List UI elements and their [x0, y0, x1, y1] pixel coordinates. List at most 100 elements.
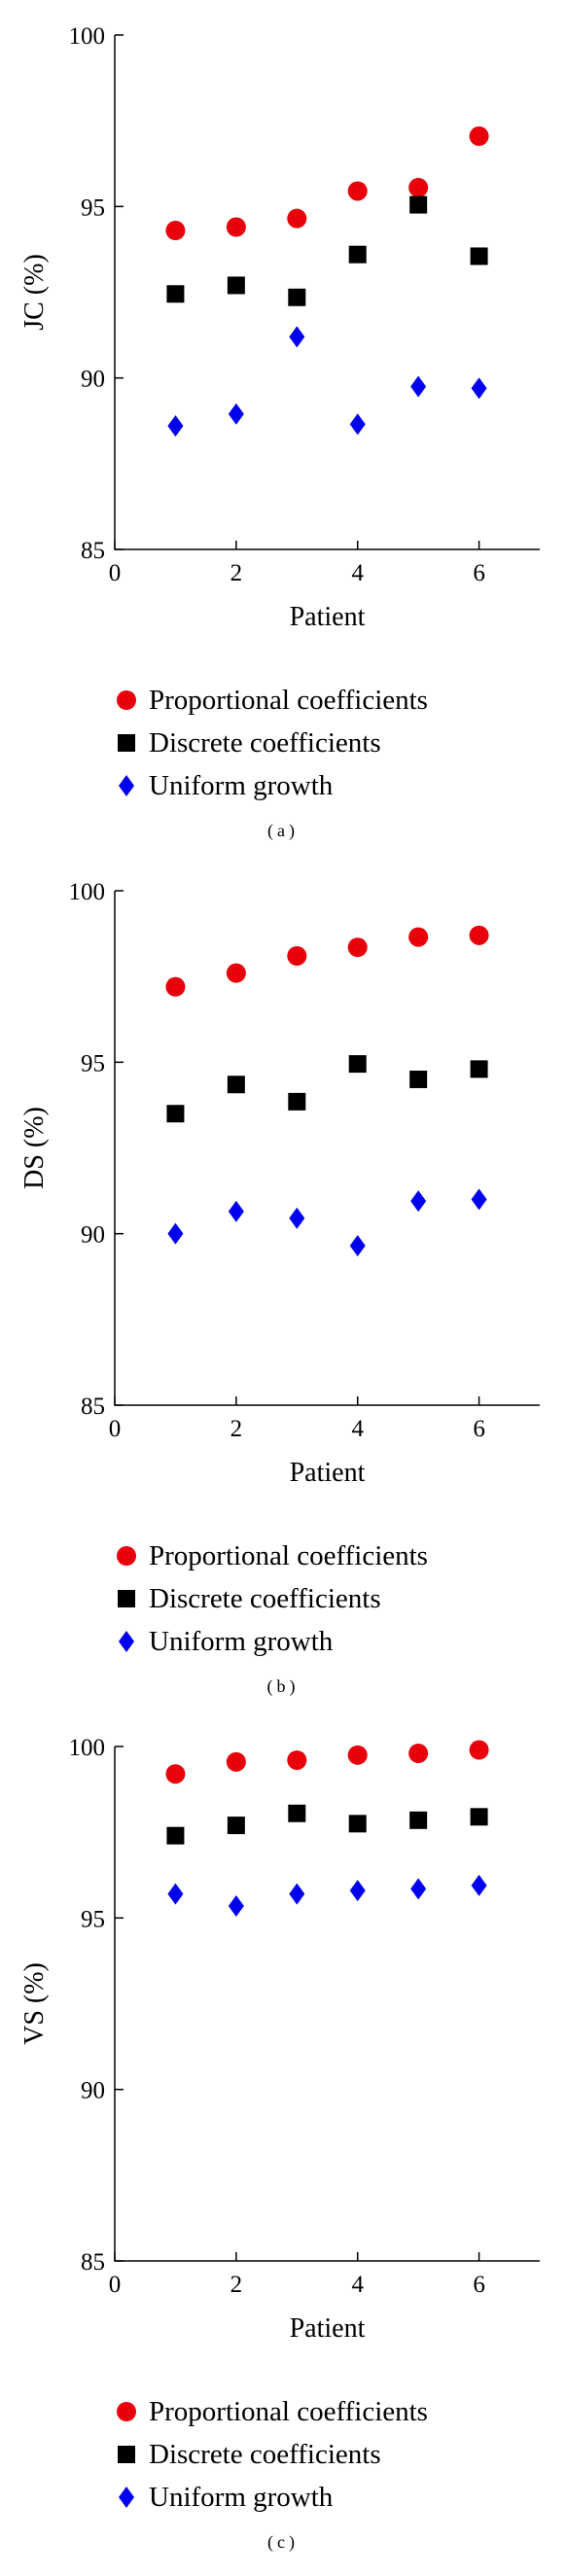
chart-b-point-uniform-growth-1 — [167, 1222, 184, 1245]
chart-b-y-tick-label: 100 — [69, 879, 106, 905]
chart-b-axes — [114, 891, 540, 1406]
chart-b-point-discrete-coefficients-1 — [166, 1105, 185, 1123]
chart-b-point-proportional-coefficients-6 — [469, 925, 489, 945]
chart-a-legend-label-discrete-coefficients: Discrete coefficients — [149, 727, 381, 759]
chart-c-series-discrete-coefficients — [166, 1804, 488, 1845]
chart-b-series-discrete-coefficients — [166, 1055, 488, 1123]
chart-c-legend-label-uniform-growth: Uniform growth — [149, 2482, 334, 2513]
chart-c-x-tick-label: 6 — [473, 2272, 485, 2298]
chart-panel-c: 85 90 95 100 0 2 4 6 Patient VS (%) Proportional c… — [0, 1711, 567, 2576]
chart-c-point-discrete-coefficients-1 — [166, 1826, 185, 1845]
chart-a-legend-marker-uniform-growth — [119, 775, 134, 796]
chart-a-legend-marker-discrete-coefficients — [118, 734, 135, 752]
chart-b-point-discrete-coefficients-6 — [470, 1060, 488, 1078]
chart-a-x-axis-label: Patient — [290, 602, 366, 632]
chart-b-point-proportional-coefficients-4 — [347, 937, 368, 958]
chart-c-legend-marker-proportional-coefficients — [117, 2402, 136, 2421]
chart-c-point-proportional-coefficients-2 — [226, 1751, 246, 1772]
chart-a-y-tick-label: 90 — [81, 367, 105, 393]
chart-b-x-tick-label: 6 — [473, 1416, 485, 1442]
chart-c-point-proportional-coefficients-6 — [469, 1740, 489, 1760]
chart-c-series-uniform-growth — [167, 1874, 487, 1917]
chart-b-y-axis-label: DS (%) — [19, 1107, 50, 1189]
chart-c-point-discrete-coefficients-3 — [288, 1804, 306, 1822]
chart-a-point-uniform-growth-2 — [228, 403, 244, 425]
chart-b-point-proportional-coefficients-5 — [408, 927, 429, 947]
chart-c-point-discrete-coefficients-6 — [470, 1808, 488, 1826]
chart-c-legend-marker-uniform-growth — [119, 2487, 134, 2508]
chart-a-y-tick-label: 95 — [81, 194, 105, 221]
chart-panel-b: 85 90 95 100 0 2 4 6 Patient DS (%) Proportional c… — [0, 856, 567, 1711]
chart-b-point-proportional-coefficients-3 — [287, 946, 307, 967]
chart-c-point-uniform-growth-5 — [410, 1878, 427, 1900]
chart-b-y-tick-label: 85 — [81, 1394, 105, 1420]
chart-a-legend-label-proportional-coefficients: Proportional coefficients — [149, 685, 428, 716]
chart-a-point-proportional-coefficients-5 — [408, 177, 429, 197]
chart-b-x-tick-label: 0 — [109, 1416, 122, 1442]
chart-a-point-discrete-coefficients-3 — [288, 288, 306, 306]
chart-b-point-discrete-coefficients-3 — [288, 1092, 306, 1111]
chart-a-point-proportional-coefficients-2 — [226, 217, 246, 237]
chart-a-series-proportional-coefficients — [165, 126, 489, 241]
chart-a-series-discrete-coefficients — [166, 195, 488, 306]
chart-c-point-proportional-coefficients-3 — [287, 1750, 307, 1771]
chart-c-y-tick-label: 100 — [69, 1735, 106, 1761]
chart-c-point-uniform-growth-1 — [167, 1883, 184, 1905]
chart-a-point-uniform-growth-1 — [167, 415, 184, 438]
chart-a-x-tick-label: 2 — [230, 560, 243, 586]
chart-a-point-uniform-growth-3 — [289, 326, 305, 348]
chart-a-panel-label: (a) — [267, 821, 299, 841]
chart-b-point-uniform-growth-5 — [410, 1190, 427, 1213]
chart-b-point-discrete-coefficients-5 — [409, 1070, 428, 1088]
chart-c-legend-label-proportional-coefficients: Proportional coefficients — [149, 2396, 428, 2427]
chart-c-point-uniform-growth-3 — [289, 1883, 305, 1905]
chart-b-legend-marker-discrete-coefficients — [118, 1590, 135, 1607]
chart-a-point-discrete-coefficients-1 — [166, 285, 185, 303]
chart-c-legend-label-discrete-coefficients: Discrete coefficients — [149, 2439, 381, 2470]
chart-c-x-tick-label: 4 — [351, 2272, 364, 2298]
chart-c-legend-marker-discrete-coefficients — [118, 2446, 135, 2463]
chart-c-y-axis-label: VS (%) — [19, 1962, 50, 2045]
chart-c-x-axis-label: Patient — [290, 2313, 366, 2344]
chart-a-point-proportional-coefficients-1 — [165, 221, 186, 241]
chart-c-point-proportional-coefficients-1 — [165, 1764, 186, 1784]
chart-b-point-uniform-growth-6 — [471, 1188, 487, 1211]
chart-c-x-tick-label: 0 — [109, 2272, 122, 2298]
chart-a-legend-label-uniform-growth: Uniform growth — [149, 770, 334, 801]
chart-a-point-proportional-coefficients-6 — [469, 126, 489, 147]
chart-a-point-uniform-growth-6 — [471, 377, 487, 400]
chart-b-legend-marker-proportional-coefficients — [117, 1546, 136, 1566]
chart-a-point-discrete-coefficients-6 — [470, 247, 488, 265]
chart-a-point-proportional-coefficients-4 — [347, 181, 368, 201]
chart-a-point-uniform-growth-4 — [349, 413, 366, 436]
chart-b-panel-label: (b) — [267, 1676, 300, 1697]
chart-a-legend-marker-proportional-coefficients — [117, 690, 136, 710]
chart-b-point-discrete-coefficients-2 — [227, 1076, 245, 1094]
chart-b-series-uniform-growth — [167, 1188, 487, 1257]
chart-b-x-tick-label: 4 — [351, 1416, 364, 1442]
chart-a-point-discrete-coefficients-5 — [409, 195, 428, 214]
chart-b-point-uniform-growth-4 — [349, 1235, 366, 1257]
chart-b-y-tick-label: 90 — [81, 1222, 105, 1249]
chart-c-panel-label: (c) — [267, 2532, 299, 2553]
chart-a-x-tick-label: 4 — [351, 560, 364, 586]
chart-b-series-proportional-coefficients — [165, 925, 489, 997]
chart-b-svg: 85 90 95 100 0 2 4 6 Patient DS (%) Proportional c… — [19, 879, 540, 1697]
chart-b-point-proportional-coefficients-1 — [165, 976, 186, 997]
chart-b-legend-label-discrete-coefficients: Discrete coefficients — [149, 1583, 381, 1614]
chart-c-x-tick-label: 2 — [230, 2272, 243, 2298]
chart-b-legend-label-uniform-growth: Uniform growth — [149, 1626, 334, 1657]
chart-c-point-discrete-coefficients-4 — [348, 1815, 367, 1833]
chart-c-y-tick-label: 95 — [81, 1906, 105, 1932]
chart-c-point-discrete-coefficients-2 — [227, 1817, 245, 1835]
chart-c-point-uniform-growth-4 — [349, 1880, 366, 1902]
chart-a-x-tick-label: 0 — [109, 560, 122, 586]
chart-a-point-proportional-coefficients-3 — [287, 208, 307, 229]
chart-panel-a: 85 90 95 100 0 2 4 6 Patient JC (%) Proportional c… — [0, 0, 567, 856]
chart-b-y-tick-label: 95 — [81, 1050, 105, 1076]
chart-c-svg: 85 90 95 100 0 2 4 6 Patient VS (%) Proportional c… — [19, 1735, 540, 2553]
chart-b-point-proportional-coefficients-2 — [226, 963, 246, 983]
chart-a-point-discrete-coefficients-2 — [227, 276, 245, 295]
chart-c-series-proportional-coefficients — [165, 1740, 489, 1784]
chart-a-svg: 85 90 95 100 0 2 4 6 Patient JC (%) Proportional c… — [19, 23, 540, 841]
